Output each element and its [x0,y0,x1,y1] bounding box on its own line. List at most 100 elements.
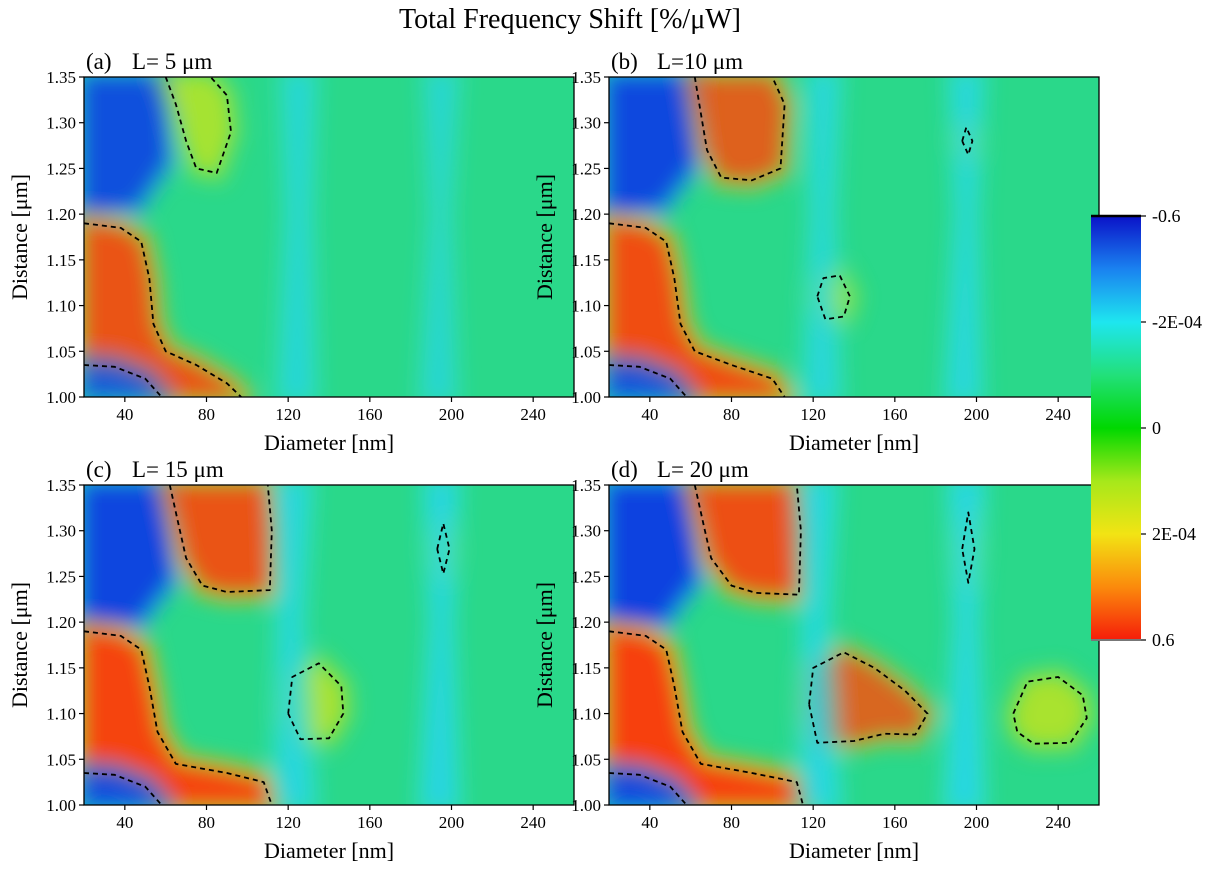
y-tick-label: 1.00 [571,388,601,407]
heatmap-region-negative [609,485,695,632]
x-tick-label: 80 [723,813,740,832]
heatmap-region-negative [84,365,162,397]
heatmap-region-weak-negative [952,77,977,397]
y-tick-label: 1.25 [46,159,76,178]
x-tick-label: 200 [439,405,465,424]
y-tick-label: 1.05 [571,750,601,769]
y-tick-label: 1.30 [46,522,76,541]
heatmap-region-weak-negative [278,485,309,805]
colorbar-label: 2E-04 [1152,524,1196,544]
colorbar-label: 0 [1152,418,1161,438]
y-tick-label: 1.35 [46,476,76,495]
x-tick-label: 120 [275,405,301,424]
x-tick-label: 120 [800,813,826,832]
heatmap-region-negative [609,77,695,215]
contour-line [609,222,786,397]
panel: 40 80 120 160 200 240 1.00 1.05 1.10 1.15 1.20 1.25… [532,457,1100,863]
contour-line [808,651,929,744]
y-tick-label: 1.35 [571,68,601,87]
x-tick-label: 80 [198,813,215,832]
heatmap-region-weak-negative [952,485,977,805]
x-axis-label: Diameter [nm] [789,430,919,455]
colorbar: -0.6 -2E-04 0 2E-04 0.6 [1091,206,1202,650]
heatmap-region-weak-negative [284,77,309,397]
plot-frame [608,484,1100,806]
x-tick-label: 40 [641,813,658,832]
heatmap-region-negative [84,773,162,805]
contour-line [287,662,345,741]
heatmap-region-positive [609,223,785,397]
panel-label: (a) [86,49,112,74]
heatmap-region-negative [84,77,166,215]
x-tick-label: 240 [1045,813,1071,832]
colorbar-label: -2E-04 [1152,312,1202,332]
heatmap-region-positive [84,223,242,397]
panel-title: L= 15 μm [132,457,224,482]
heatmap-region-negative [609,773,687,805]
x-tick-label: 160 [882,813,908,832]
panel-label: (d) [611,457,638,482]
panel-label: (b) [611,49,638,74]
panels: 40 80 120 160 200 240 1.00 1.05 1.10 1.15 1.20 1.25… [7,49,1100,863]
x-tick-label: 40 [641,405,658,424]
contour-line [693,77,786,182]
heatmap-region-weak-negative [803,485,834,805]
heatmap-region-weak-positive [165,77,231,173]
y-axis-label: Distance [μm] [7,174,32,300]
panel-label: (c) [86,457,112,482]
x-tick-label: 120 [800,405,826,424]
y-tick-label: 1.35 [46,68,76,87]
y-tick-label: 1.10 [46,705,76,724]
y-tick-label: 1.25 [571,159,601,178]
heatmap-region-positive [694,77,785,181]
contour-line [609,772,688,805]
y-tick-label: 1.15 [46,251,76,270]
colorbar-label: 0.6 [1152,630,1175,650]
contour-line [84,772,163,805]
panel-title: L=10 μm [657,49,743,74]
contour-line [609,364,688,397]
panel-title: L= 20 μm [657,457,749,482]
y-tick-label: 1.15 [571,659,601,678]
y-tick-label: 1.00 [571,796,601,815]
plot-frame [83,484,575,806]
x-tick-label: 240 [520,813,546,832]
contour-line [84,630,273,805]
contour-line [609,630,804,805]
y-tick-label: 1.30 [571,114,601,133]
y-tick-label: 1.35 [571,476,601,495]
heatmap-region-negative [609,365,687,397]
contour-line [84,222,242,397]
panel: 40 80 120 160 200 240 1.00 1.05 1.10 1.15 1.20 1.25… [7,457,575,863]
x-tick-label: 200 [964,813,990,832]
x-tick-label: 80 [723,405,740,424]
x-tick-label: 240 [520,405,546,424]
contour-line [84,364,163,397]
x-tick-label: 240 [1045,405,1071,424]
y-axis-label: Distance [μm] [7,582,32,708]
heatmap-region-weak-negative [809,77,834,397]
x-tick-label: 200 [439,813,465,832]
y-tick-label: 1.30 [46,114,76,133]
colorbar-label: -0.6 [1152,206,1181,226]
heatmap-region-weak-positive [1013,677,1087,744]
y-tick-label: 1.20 [46,205,76,224]
y-axis-label: Distance [μm] [532,582,557,708]
x-tick-label: 200 [964,405,990,424]
contour-line [168,485,273,593]
heatmap-area [84,485,574,805]
contour-line [1012,676,1088,745]
y-tick-label: 1.00 [46,796,76,815]
contour-line [961,126,974,156]
y-tick-label: 1.15 [46,659,76,678]
y-tick-label: 1.20 [571,613,601,632]
x-tick-label: 160 [357,405,383,424]
y-tick-label: 1.05 [46,750,76,769]
panel: 40 80 120 160 200 240 1.00 1.05 1.10 1.15 1.20 1.25… [7,49,575,455]
y-tick-label: 1.30 [571,522,601,541]
y-tick-label: 1.10 [46,297,76,316]
y-tick-label: 1.00 [46,388,76,407]
x-axis-label: Diameter [nm] [264,430,394,455]
heatmap-region-positive [84,631,272,805]
